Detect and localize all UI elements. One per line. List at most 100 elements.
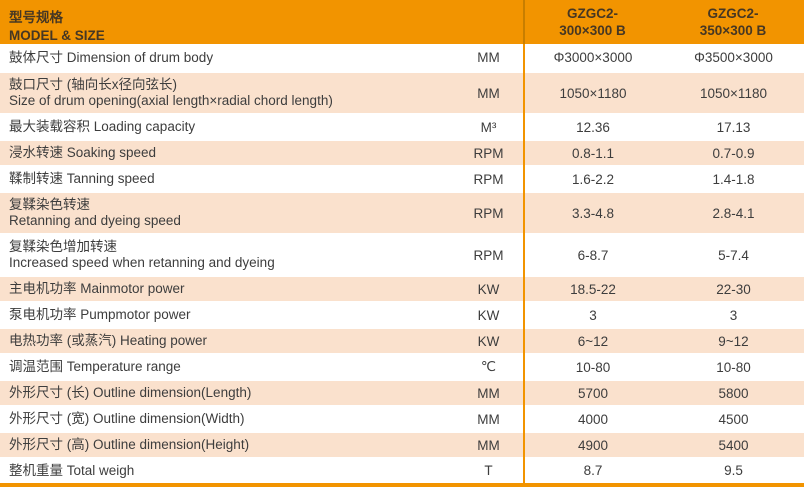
row-value-model-1: 1.6-2.2 bbox=[571, 171, 615, 187]
table-header-row: 型号规格 MODEL & SIZE GZGC2- 300×300 B GZGC2… bbox=[0, 0, 804, 44]
row-value-model-1: 12.36 bbox=[576, 119, 610, 135]
table-row: 泵电机功率 Pumpmotor power KW 3 3 bbox=[0, 303, 804, 329]
row-unit: MM bbox=[477, 385, 500, 401]
row-label: 外形尺寸 (高) Outline dimension(Height) bbox=[0, 437, 454, 453]
row-value-model-1: 18.5-22 bbox=[570, 281, 616, 297]
row-label-line1: 主电机功率 Mainmotor power bbox=[9, 281, 185, 296]
row-unit: M³ bbox=[480, 119, 497, 135]
row-label-line1: 电热功率 (或蒸汽) Heating power bbox=[9, 333, 208, 348]
row-label-line1: 最大装载容积 Loading capacity bbox=[9, 119, 196, 134]
table-row: 调温范围 Temperature range ℃ 10-80 10-80 bbox=[0, 355, 804, 381]
row-value-model-2: 9.5 bbox=[724, 463, 743, 478]
row-label: 浸水转速 Soaking speed bbox=[0, 145, 454, 161]
row-unit: RPM bbox=[473, 171, 504, 187]
row-label-line1: 浸水转速 Soaking speed bbox=[9, 145, 157, 160]
row-label-line2: Retanning and dyeing speed bbox=[9, 213, 181, 228]
row-label: 电热功率 (或蒸汽) Heating power bbox=[0, 333, 454, 349]
row-label-line1: 外形尺寸 (高) Outline dimension(Height) bbox=[9, 437, 250, 452]
row-unit: RPM bbox=[473, 205, 504, 221]
row-value-model-1: 5700 bbox=[577, 385, 609, 401]
row-value-model-2: 1050×1180 bbox=[700, 85, 767, 101]
row-value-model-2: 4500 bbox=[718, 411, 749, 427]
row-value-model-2: 9~12 bbox=[718, 333, 749, 349]
row-label-line1: 鼓体尺寸 Dimension of drum body bbox=[9, 49, 214, 65]
model-size-label-zh: 型号规格 bbox=[9, 10, 63, 26]
table-row: 整机重量 Total weigh T 8.7 9.5 bbox=[0, 459, 804, 482]
row-label: 外形尺寸 (长) Outline dimension(Length) bbox=[0, 385, 454, 401]
row-label: 调温范围 Temperature range bbox=[0, 359, 454, 375]
model-2-size: 350×300 B bbox=[699, 23, 767, 39]
table-row: 外形尺寸 (宽) Outline dimension(Width) MM 4000 4… bbox=[0, 407, 804, 433]
row-unit: RPM bbox=[473, 145, 504, 161]
row-label-line1: 复鞣染色转速 bbox=[9, 197, 90, 212]
column-header-model-1: GZGC2- 300×300 B bbox=[523, 0, 662, 44]
row-label-line2: Increased speed when retanning and dyein… bbox=[9, 255, 275, 270]
row-value-model-1: 4000 bbox=[577, 411, 609, 427]
row-label-line1: 调温范围 Temperature range bbox=[9, 359, 181, 374]
row-label-line1: 泵电机功率 Pumpmotor power bbox=[9, 307, 191, 322]
row-label: 外形尺寸 (宽) Outline dimension(Width) bbox=[0, 411, 454, 427]
row-label: 主电机功率 Mainmotor power bbox=[0, 281, 454, 297]
row-unit: MM bbox=[477, 85, 500, 101]
row-value-model-1: 10-80 bbox=[575, 359, 611, 375]
row-label-line1: 复鞣染色增加转速 bbox=[9, 239, 117, 254]
row-label: 最大装载容积 Loading capacity bbox=[0, 119, 454, 135]
bottom-orange-bar bbox=[0, 483, 804, 487]
row-value-model-2: 1.4-1.8 bbox=[712, 171, 755, 187]
row-label: 鼓体尺寸 Dimension of drum body bbox=[0, 50, 454, 66]
row-label: 鞣制转速 Tanning speed bbox=[0, 171, 454, 187]
row-unit: RPM bbox=[473, 247, 504, 263]
row-label-line1: 鼓口尺寸 (轴向长x径向弦长) bbox=[9, 77, 177, 92]
row-label: 复鞣染色增加转速 Increased speed when retanning a… bbox=[0, 239, 454, 271]
row-value-model-2: 10-80 bbox=[716, 359, 751, 375]
column-header-model-2: GZGC2- 350×300 B bbox=[662, 0, 804, 44]
row-value-model-2: 5400 bbox=[718, 437, 749, 453]
row-value-model-1: 3 bbox=[589, 307, 597, 323]
row-unit: KW bbox=[477, 333, 500, 349]
model-2-series: GZGC2- bbox=[707, 5, 759, 21]
row-label-line2: Size of drum opening(axial length×radial… bbox=[9, 93, 333, 108]
row-label-line1: 整机重量 Total weigh bbox=[9, 462, 135, 478]
model-1-size: 300×300 B bbox=[559, 23, 626, 39]
model-size-header: 型号规格 MODEL & SIZE bbox=[0, 0, 523, 44]
row-value-model-1: Φ3000×3000 bbox=[553, 50, 633, 65]
table-row: 鞣制转速 Tanning speed RPM 1.6-2.2 1.4-1.8 bbox=[0, 167, 804, 193]
table-row: 主电机功率 Mainmotor power KW 18.5-22 22-30 bbox=[0, 277, 804, 303]
table-row: 鼓口尺寸 (轴向长x径向弦长) Size of drum opening(axia… bbox=[0, 73, 804, 115]
row-value-model-2: 2.8-4.1 bbox=[712, 205, 755, 221]
row-value-model-1: 8.7 bbox=[583, 463, 603, 478]
model-size-label-en: MODEL & SIZE bbox=[9, 27, 105, 43]
table-row: 复鞣染色转速 Retanning and dyeing speed RPM 3.3-4… bbox=[0, 193, 804, 235]
row-value-model-1: 0.8-1.1 bbox=[571, 145, 615, 161]
row-unit: KW bbox=[477, 307, 500, 323]
row-label-line1: 外形尺寸 (宽) Outline dimension(Width) bbox=[9, 411, 245, 426]
vertical-divider-header-segment bbox=[523, 0, 525, 44]
model-1-series: GZGC2- bbox=[566, 5, 618, 21]
row-label: 鼓口尺寸 (轴向长x径向弦长) Size of drum opening(axia… bbox=[0, 77, 454, 109]
row-label: 整机重量 Total weigh bbox=[0, 463, 454, 479]
row-value-model-1: 3.3-4.8 bbox=[571, 205, 615, 221]
row-value-model-1: 6~12 bbox=[577, 333, 609, 349]
row-unit: KW bbox=[477, 281, 500, 297]
table-row: 外形尺寸 (长) Outline dimension(Length) MM 5700… bbox=[0, 381, 804, 407]
vertical-divider bbox=[523, 0, 525, 487]
row-value-model-2: 22-30 bbox=[716, 281, 751, 297]
table-row: 浸水转速 Soaking speed RPM 0.8-1.1 0.7-0.9 bbox=[0, 141, 804, 167]
row-value-model-2: 17.13 bbox=[716, 119, 751, 135]
table-row: 复鞣染色增加转速 Increased speed when retanning a… bbox=[0, 235, 804, 277]
row-value-model-2: 5-7.4 bbox=[718, 247, 749, 263]
row-unit: MM bbox=[477, 437, 500, 453]
row-label: 复鞣染色转速 Retanning and dyeing speed bbox=[0, 197, 454, 229]
row-unit: MM bbox=[477, 50, 500, 65]
row-label: 泵电机功率 Pumpmotor power bbox=[0, 307, 454, 323]
row-label-line1: 外形尺寸 (长) Outline dimension(Length) bbox=[9, 385, 252, 400]
spec-table-body: 鼓体尺寸 Dimension of drum body MM Φ3000×3000 Φ… bbox=[0, 44, 804, 482]
row-unit: T bbox=[484, 463, 493, 478]
row-value-model-2: 0.7-0.9 bbox=[712, 145, 755, 161]
table-row: 外形尺寸 (高) Outline dimension(Height) MM 4900… bbox=[0, 433, 804, 459]
table-row: 最大装载容积 Loading capacity M³ 12.36 17.13 bbox=[0, 115, 804, 141]
row-value-model-2: 3 bbox=[729, 307, 738, 323]
table-row: 鼓体尺寸 Dimension of drum body MM Φ3000×3000 Φ… bbox=[0, 44, 804, 73]
row-unit: ℃ bbox=[480, 359, 497, 374]
